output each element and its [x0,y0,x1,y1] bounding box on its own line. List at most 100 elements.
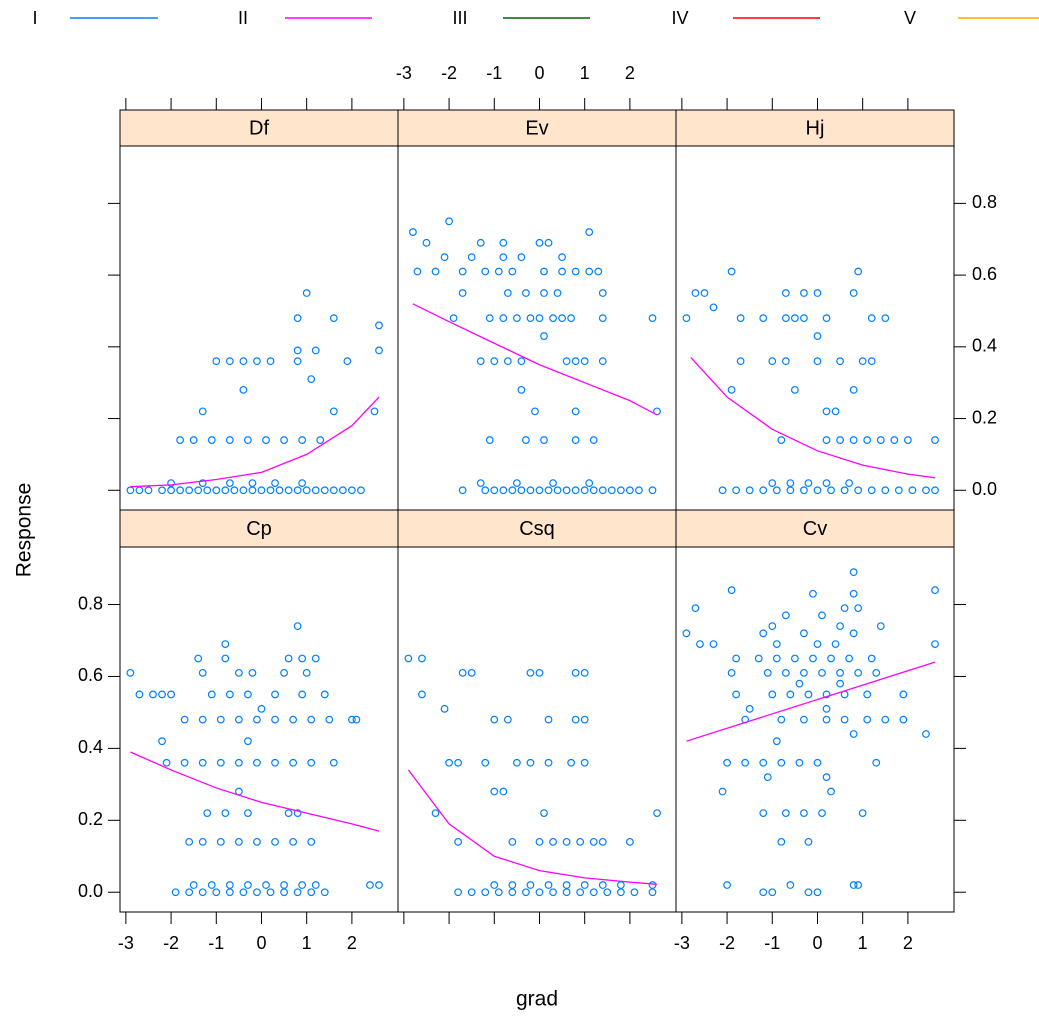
point [763,773,772,782]
point [768,357,777,366]
point [485,436,494,444]
panel [675,145,955,511]
point [458,267,467,276]
point [580,486,589,495]
point [800,629,808,638]
point [741,758,750,767]
point [795,758,804,767]
point [544,238,553,247]
point [822,436,831,444]
point [648,314,657,323]
strip [397,509,677,548]
point [158,737,166,746]
point [508,267,517,276]
x-tick-label: 2 [347,933,357,953]
point [517,253,526,262]
point [503,357,512,366]
point [580,668,589,677]
point [522,888,530,897]
point [298,690,307,699]
point [271,715,279,724]
point [800,715,808,724]
point [562,486,571,495]
point [216,715,225,724]
point [244,809,252,818]
point [772,486,781,495]
point [413,267,422,276]
point [266,486,275,495]
point [598,881,607,889]
point [522,289,530,297]
point [203,809,212,818]
point [727,385,736,394]
point [849,436,858,444]
point [248,668,257,677]
point [212,357,221,366]
point [800,809,808,818]
point [849,568,858,577]
point [580,758,589,767]
point [271,758,279,767]
point [517,385,526,394]
point [777,436,786,444]
point [293,486,302,495]
point [759,758,768,767]
point [476,479,485,488]
point [298,654,307,663]
strip-label: Ev [525,117,548,139]
point [849,385,858,394]
point [813,888,822,897]
point [499,253,508,262]
point [320,690,329,699]
point [768,479,777,488]
point [736,357,745,366]
point [718,486,727,495]
point [562,837,571,846]
point [585,228,594,236]
point [822,704,831,713]
point [589,486,598,495]
point [158,486,166,495]
point [494,888,503,897]
point [162,758,171,767]
point [257,704,266,713]
point [899,715,908,724]
x-tick-label: 1 [858,933,868,953]
point [194,486,203,495]
point [804,479,813,488]
point [813,640,822,648]
point [849,629,858,638]
point [490,357,499,366]
point [338,486,347,495]
point [512,758,521,767]
point [540,332,548,340]
point [571,267,580,276]
point [777,715,786,724]
point [876,622,885,631]
point [203,486,212,495]
point [691,604,700,613]
point [467,668,476,677]
point [854,604,863,613]
point [221,640,230,648]
point [598,314,607,323]
strip [397,109,677,147]
point [827,787,835,796]
point [754,654,763,663]
point [772,737,781,746]
point [768,888,777,897]
point [881,314,890,323]
legend-label: III [452,8,467,28]
point [280,881,288,889]
point [307,888,316,897]
point [289,837,298,846]
point [135,690,144,699]
point [248,479,257,488]
point [589,436,598,444]
point [298,881,307,889]
point [189,436,198,444]
strip-label: Hj [806,117,825,139]
point [212,888,221,897]
point [508,486,517,495]
